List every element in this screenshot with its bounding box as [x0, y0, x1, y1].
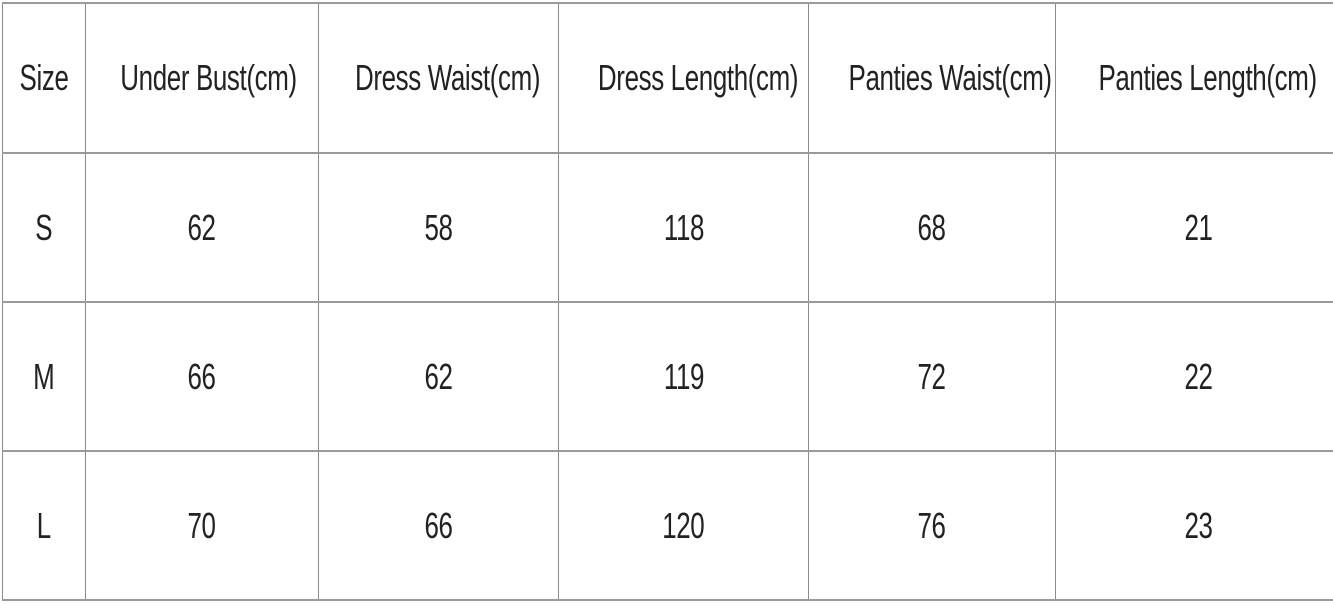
cell-text: 68 — [917, 206, 947, 248]
header-dress-waist: Dress Waist(cm) — [354, 57, 541, 98]
cell: 68 — [808, 152, 1056, 303]
header-cell: Size — [2, 2, 86, 154]
cell: 118 — [558, 152, 809, 303]
cell: 21 — [1055, 152, 1333, 303]
cell: 119 — [558, 301, 809, 452]
cell: 76 — [808, 450, 1056, 601]
header-dress-length: Dress Length(cm) — [597, 57, 799, 98]
cell: 66 — [85, 301, 319, 452]
header-cell: Dress Length(cm) — [558, 2, 809, 154]
header-size: Size — [19, 57, 69, 98]
table-row: L 70 66 120 76 23 — [2, 450, 1333, 601]
cell-text: 70 — [187, 504, 217, 546]
cell-text: M — [33, 355, 55, 397]
table-header-row: Size Under Bust(cm) Dress Waist(cm) Dres… — [2, 2, 1333, 154]
header-cell: Panties Length(cm) — [1055, 2, 1333, 154]
cell-text: 76 — [917, 504, 947, 546]
cell: 22 — [1055, 301, 1333, 452]
cell-text: 72 — [917, 355, 947, 397]
header-cell: Under Bust(cm) — [85, 2, 319, 154]
cell-text: 21 — [1184, 206, 1214, 248]
cell-text: 120 — [662, 504, 705, 546]
header-cell: Panties Waist(cm) — [808, 2, 1056, 154]
header-panties-length: Panties Length(cm) — [1098, 57, 1317, 98]
cell-text: S — [35, 206, 53, 248]
cell: 70 — [85, 450, 319, 601]
table-row: S 62 58 118 68 21 — [2, 152, 1333, 303]
cell: M — [2, 301, 86, 452]
cell: 72 — [808, 301, 1056, 452]
cell: 62 — [85, 152, 319, 303]
cell: 23 — [1055, 450, 1333, 601]
cell-text: 58 — [424, 206, 453, 248]
cell-text: 66 — [424, 504, 453, 546]
cell: 66 — [318, 450, 559, 601]
header-cell: Dress Waist(cm) — [318, 2, 559, 154]
cell-text: 62 — [187, 206, 217, 248]
cell-text: 118 — [663, 206, 704, 248]
cell-text: 62 — [424, 355, 453, 397]
cell: L — [2, 450, 86, 601]
header-panties-waist: Panties Waist(cm) — [848, 57, 1053, 98]
cell-text: L — [36, 504, 52, 546]
cell: S — [2, 152, 86, 303]
cell: 62 — [318, 301, 559, 452]
cell: 120 — [558, 450, 809, 601]
table-row: M 66 62 119 72 22 — [2, 301, 1333, 452]
cell-text: 22 — [1184, 355, 1214, 397]
cell-text: 119 — [663, 355, 704, 397]
cell-text: 23 — [1184, 504, 1214, 546]
cell: 58 — [318, 152, 559, 303]
header-under-bust: Under Bust(cm) — [120, 57, 297, 98]
cell-text: 66 — [187, 355, 217, 397]
